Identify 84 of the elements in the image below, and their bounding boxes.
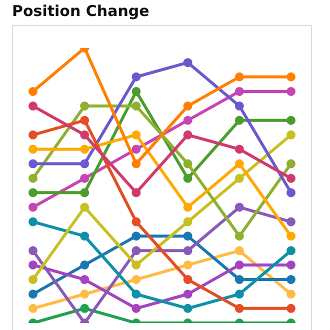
- point: [132, 86, 141, 96]
- point: [80, 275, 90, 284]
- point: [28, 304, 38, 313]
- point: [234, 86, 244, 96]
- point: [234, 290, 244, 299]
- point: [234, 304, 244, 313]
- point: [234, 116, 244, 125]
- point: [28, 130, 38, 140]
- point: [286, 246, 296, 256]
- point: [286, 217, 296, 226]
- point: [183, 202, 192, 212]
- point: [234, 144, 244, 154]
- point: [28, 144, 38, 154]
- point: [132, 304, 141, 313]
- point: [132, 159, 141, 168]
- point: [234, 102, 244, 111]
- point: [80, 304, 90, 313]
- point: [286, 72, 296, 82]
- point: [286, 130, 296, 140]
- point: [234, 260, 244, 270]
- point: [28, 217, 38, 226]
- point: [28, 290, 38, 299]
- point: [286, 260, 296, 270]
- point: [234, 72, 244, 82]
- point: [28, 159, 38, 168]
- point: [183, 290, 192, 299]
- point: [80, 232, 90, 241]
- point: [80, 130, 90, 140]
- point: [80, 102, 90, 111]
- point: [132, 72, 141, 82]
- point: [28, 275, 38, 284]
- point: [132, 232, 141, 241]
- point: [132, 246, 141, 256]
- point: [183, 130, 192, 140]
- point: [80, 174, 90, 183]
- point: [183, 232, 192, 241]
- point: [80, 116, 90, 125]
- point: [286, 290, 296, 299]
- point: [183, 304, 192, 313]
- point: [183, 174, 192, 183]
- point: [183, 58, 192, 68]
- point: [286, 304, 296, 313]
- point: [80, 202, 90, 212]
- point: [234, 202, 244, 212]
- point: [28, 246, 38, 256]
- point: [286, 188, 296, 198]
- point: [286, 86, 296, 96]
- point: [183, 217, 192, 226]
- point: [234, 174, 244, 183]
- chart-title: Position Change: [12, 2, 150, 20]
- point: [286, 116, 296, 125]
- point: [132, 144, 141, 154]
- point: [132, 290, 141, 299]
- point: [132, 102, 141, 111]
- point: [28, 202, 38, 212]
- point: [234, 246, 244, 256]
- point: [132, 217, 141, 226]
- point: [132, 275, 141, 284]
- point: [28, 174, 38, 183]
- point: [234, 232, 244, 241]
- point: [28, 86, 38, 96]
- point: [28, 102, 38, 111]
- point: [286, 159, 296, 168]
- point: [132, 260, 141, 270]
- point: [80, 260, 90, 270]
- point: [80, 188, 90, 198]
- point: [28, 260, 38, 270]
- point: [286, 232, 296, 241]
- point: [132, 188, 141, 198]
- point: [183, 275, 192, 284]
- point: [286, 275, 296, 284]
- point: [28, 188, 38, 198]
- point: [132, 130, 141, 140]
- point: [183, 159, 192, 168]
- point: [183, 246, 192, 256]
- point: [234, 159, 244, 168]
- point: [234, 275, 244, 284]
- point: [183, 102, 192, 111]
- point: [286, 174, 296, 183]
- point: [183, 260, 192, 270]
- point: [183, 116, 192, 125]
- point: [80, 144, 90, 154]
- point: [80, 290, 90, 299]
- point: [80, 159, 90, 168]
